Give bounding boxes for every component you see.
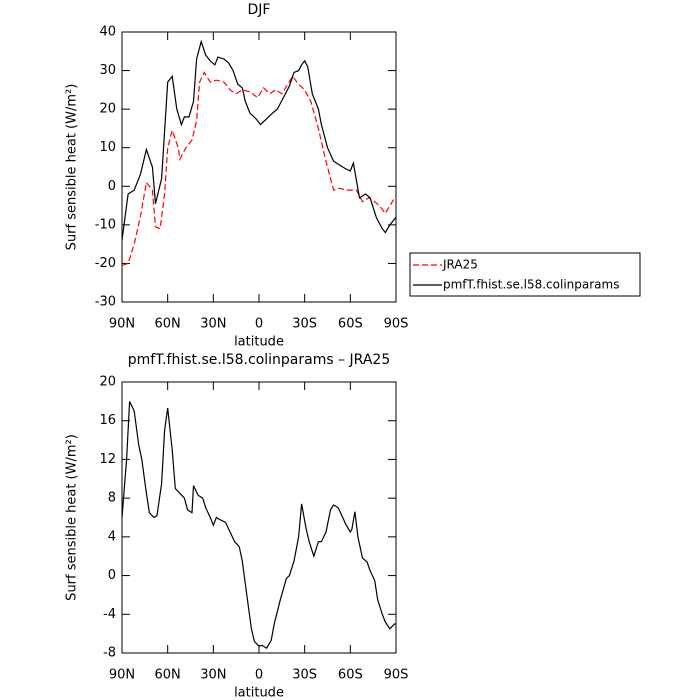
x-tick-label: 60S: [338, 668, 363, 683]
y-tick-label: 10: [99, 140, 116, 155]
chart-title: pmfT.fhist.se.l58.colinparams – JRA25: [128, 352, 390, 368]
y-tick-label: 20: [99, 102, 116, 117]
plot-frame: [121, 381, 397, 654]
panel: -30 -20 -10 0 10 20 30 40 90N 60N 30N 0 30S 60S 90S DJF…: [65, 2, 641, 350]
y-tick-label: 0: [108, 568, 116, 583]
y-tick-label: 16: [99, 413, 116, 428]
x-tick-label: 60N: [155, 317, 181, 332]
y-tick-label: -30: [95, 295, 116, 310]
x-tick-label: 0: [255, 317, 263, 332]
y-tick-label: -10: [95, 217, 116, 232]
legend-box: [409, 252, 641, 297]
y-tick-label: 12: [99, 452, 116, 467]
legend-label: JRA25: [442, 258, 478, 272]
y-tick-label: 4: [108, 529, 116, 544]
y-tick-label: 40: [99, 25, 116, 40]
x-tick-label: 90S: [384, 317, 409, 332]
panel: -8 -4 0 4 8 12 16 20 90N 60N 30N 0 30S 60S 90S pmfT.fhi…: [65, 352, 409, 700]
x-tick-label: 60N: [155, 668, 181, 683]
y-tick-label: 0: [108, 179, 116, 194]
x-tick-label: 30N: [200, 668, 226, 683]
chart-title: DJF: [248, 2, 271, 18]
x-tick-label: 30S: [292, 317, 317, 332]
y-tick-label: 8: [108, 491, 116, 506]
x-tick-label: 30N: [200, 317, 226, 332]
data-line: [121, 71, 397, 266]
x-axis-label: latitude: [234, 686, 284, 700]
y-tick-label: -8: [103, 646, 116, 661]
y-tick-label: 30: [99, 63, 116, 78]
y-tick-label: -20: [95, 256, 116, 271]
y-tick-label: 20: [99, 375, 116, 390]
y-tick-label: -4: [103, 607, 116, 622]
data-line: [121, 39, 397, 241]
y-axis-label: Surf sensible heat (W/m²): [65, 434, 80, 601]
data-line: [121, 401, 396, 650]
x-tick-label: 90N: [109, 668, 135, 683]
x-axis-label: latitude: [234, 335, 284, 350]
x-tick-label: 30S: [292, 668, 317, 683]
x-tick-label: 0: [255, 668, 263, 683]
plot-frame: [121, 31, 397, 303]
y-axis-label: Surf sensible heat (W/m²): [65, 84, 80, 251]
x-tick-label: 90S: [384, 668, 409, 683]
x-tick-label: 60S: [338, 317, 363, 332]
legend-label: pmfT.fhist.se.l58.colinparams: [443, 278, 619, 292]
x-tick-label: 90N: [109, 317, 135, 332]
